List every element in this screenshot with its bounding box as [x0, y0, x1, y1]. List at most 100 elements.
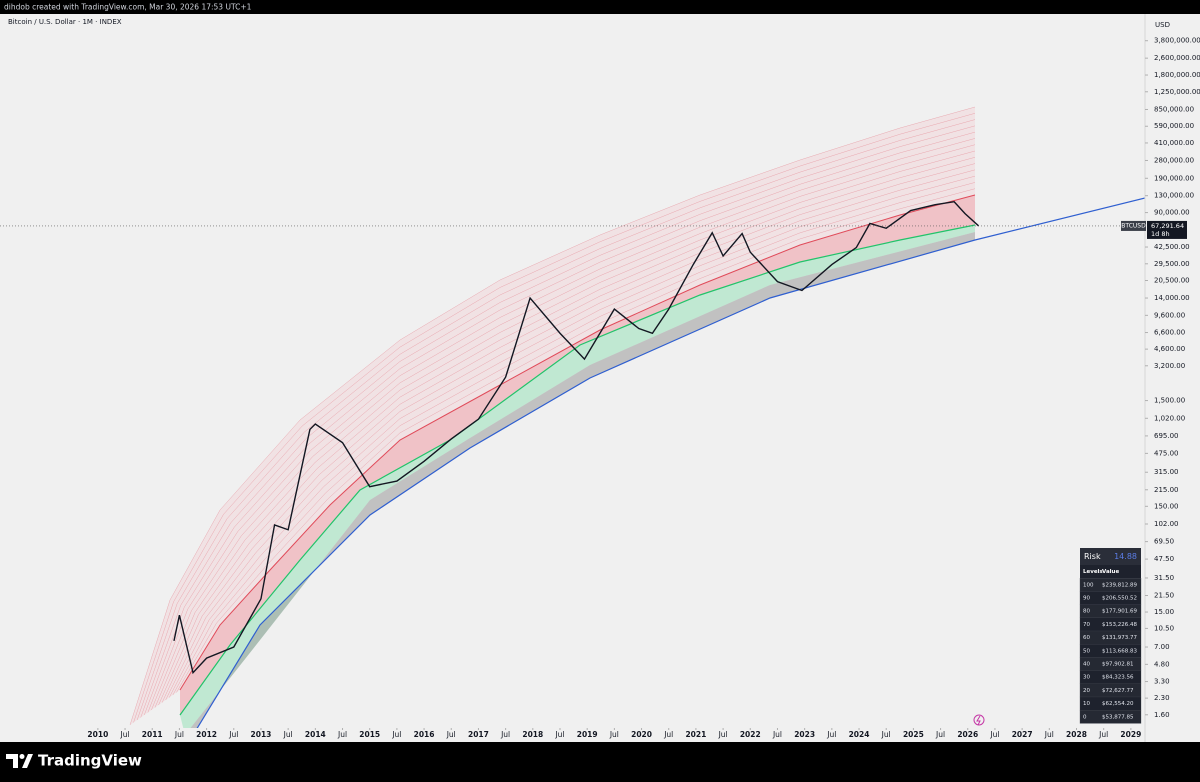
- y-tick-label: 31.50: [1154, 574, 1174, 582]
- y-tick-label: 3,200.00: [1154, 362, 1185, 370]
- y-tick-label: 2,600,000.00: [1154, 54, 1200, 62]
- x-tick-label: Jul: [554, 730, 564, 739]
- y-tick-label: 3.30: [1154, 678, 1170, 686]
- x-tick-label: 2017: [468, 730, 489, 739]
- band-line: [196, 197, 1145, 728]
- y-tick-label: 4,600.00: [1154, 345, 1185, 353]
- y-tick-label: 1,020.00: [1154, 414, 1185, 422]
- x-tick-label: 2016: [414, 730, 435, 739]
- x-tick-label: Jul: [337, 730, 347, 739]
- table-cell: $62,554.20: [1102, 701, 1134, 707]
- risk-bands: [129, 106, 1145, 728]
- x-tick-label: Jul: [228, 730, 238, 739]
- alert-icon[interactable]: [973, 714, 985, 726]
- y-tick-label: 20,500.00: [1154, 277, 1190, 285]
- table-cell: $113,668.83: [1102, 648, 1137, 654]
- time-axis: 2010 Jul 2011 Jul 2012 Jul 2013 Jul 2014 Jul 2015 J…: [87, 728, 1141, 739]
- table-cell: $177,901.69: [1102, 609, 1137, 615]
- table-cell: 10: [1083, 701, 1090, 707]
- y-tick-label: 1,250,000.00: [1154, 88, 1200, 96]
- table-cell: $97,902.81: [1102, 662, 1134, 668]
- table-cell: 70: [1083, 622, 1090, 628]
- table-cell: $53,877.85: [1102, 714, 1134, 720]
- table-cell: 40: [1083, 662, 1090, 668]
- x-tick-label: 2012: [196, 730, 217, 739]
- x-tick-label: 2028: [1066, 730, 1087, 739]
- y-tick-label: 130,000.00: [1154, 192, 1194, 200]
- band-fill: [130, 107, 975, 725]
- y-tick-label: 29,500.00: [1154, 260, 1190, 268]
- y-tick-label: 1.60: [1154, 711, 1170, 719]
- brand-name: TradingView: [38, 752, 142, 770]
- price-tag: [1147, 220, 1187, 239]
- table-header: Value: [1102, 569, 1119, 575]
- band-line: [144, 131, 976, 716]
- y-tick-label: 6,600.00: [1154, 329, 1185, 337]
- x-tick-label: 2023: [794, 730, 815, 739]
- plot-area: [0, 200, 1145, 675]
- y-tick-label: 15.00: [1154, 608, 1174, 616]
- table-title: Risk: [1084, 552, 1101, 561]
- x-tick-label: Jul: [718, 730, 728, 739]
- x-tick-label: 2024: [849, 730, 870, 739]
- y-tick-label: 102.00: [1154, 520, 1179, 528]
- x-tick-label: 2015: [359, 730, 380, 739]
- y-tick-label: 47.50: [1154, 555, 1174, 563]
- footer-bar: [0, 742, 1200, 778]
- table-cell: 30: [1083, 675, 1090, 681]
- x-tick-label: Jul: [174, 730, 184, 739]
- band-line: [133, 113, 976, 723]
- x-tick-label: Jul: [609, 730, 619, 739]
- x-tick-label: Jul: [881, 730, 891, 739]
- band-line: [165, 169, 976, 701]
- currency-label[interactable]: USD: [1155, 21, 1170, 29]
- countdown-label: 1d 8h: [1151, 230, 1170, 238]
- x-tick-label: Jul: [935, 730, 945, 739]
- y-tick-label: 280,000.00: [1154, 156, 1194, 164]
- y-tick-label: 215.00: [1154, 486, 1179, 494]
- x-tick-label: Jul: [989, 730, 999, 739]
- band-line: [158, 157, 976, 706]
- y-tick-label: 2.30: [1154, 694, 1170, 702]
- y-tick-label: 190,000.00: [1154, 174, 1194, 182]
- band-line: [129, 106, 976, 726]
- x-tick-label: Jul: [120, 730, 130, 739]
- x-tick-label: Jul: [1098, 730, 1108, 739]
- y-tick-label: 69.50: [1154, 538, 1174, 546]
- y-tick-label: 1,800,000.00: [1154, 71, 1200, 79]
- tradingview-logo: [6, 754, 33, 768]
- table-cell: 20: [1083, 688, 1090, 694]
- y-tick-label: 4.80: [1154, 660, 1170, 668]
- table-title-bg: [1080, 548, 1141, 565]
- y-tick-label: 21.50: [1154, 591, 1174, 599]
- x-tick-label: 2010: [87, 730, 108, 739]
- y-tick-label: 42,500.00: [1154, 243, 1190, 251]
- y-tick-label: 1,500.00: [1154, 397, 1185, 405]
- x-tick-label: Jul: [391, 730, 401, 739]
- band-line: [176, 188, 976, 693]
- x-tick-label: Jul: [826, 730, 836, 739]
- y-tick-label: 410,000.00: [1154, 139, 1194, 147]
- y-tick-label: 150.00: [1154, 502, 1179, 510]
- table-cell: $153,226.48: [1102, 622, 1137, 628]
- y-tick-label: 315.00: [1154, 468, 1179, 476]
- table-cell: $84,323.56: [1102, 675, 1134, 681]
- x-tick-label: 2014: [305, 730, 326, 739]
- risk-value: 14.88: [1114, 552, 1137, 561]
- y-tick-label: 850,000.00: [1154, 105, 1194, 113]
- x-tick-label: 2020: [631, 730, 652, 739]
- price-axis: 3,800,000.00 2,600,000.00 1,800,000.00 1,25…: [1145, 37, 1200, 719]
- table-header-bg: [1080, 565, 1141, 579]
- y-tick-label: 695.00: [1154, 432, 1179, 440]
- x-tick-label: 2021: [685, 730, 706, 739]
- y-tick-label: 475.00: [1154, 449, 1179, 457]
- x-tick-label: 2018: [522, 730, 543, 739]
- table-cell: 100: [1083, 582, 1094, 588]
- table-cell: 0: [1083, 714, 1087, 720]
- y-tick-label: 3,800,000.00: [1154, 37, 1200, 45]
- x-tick-label: 2019: [577, 730, 598, 739]
- band-line: [154, 150, 976, 708]
- y-tick-label: 10.50: [1154, 624, 1174, 632]
